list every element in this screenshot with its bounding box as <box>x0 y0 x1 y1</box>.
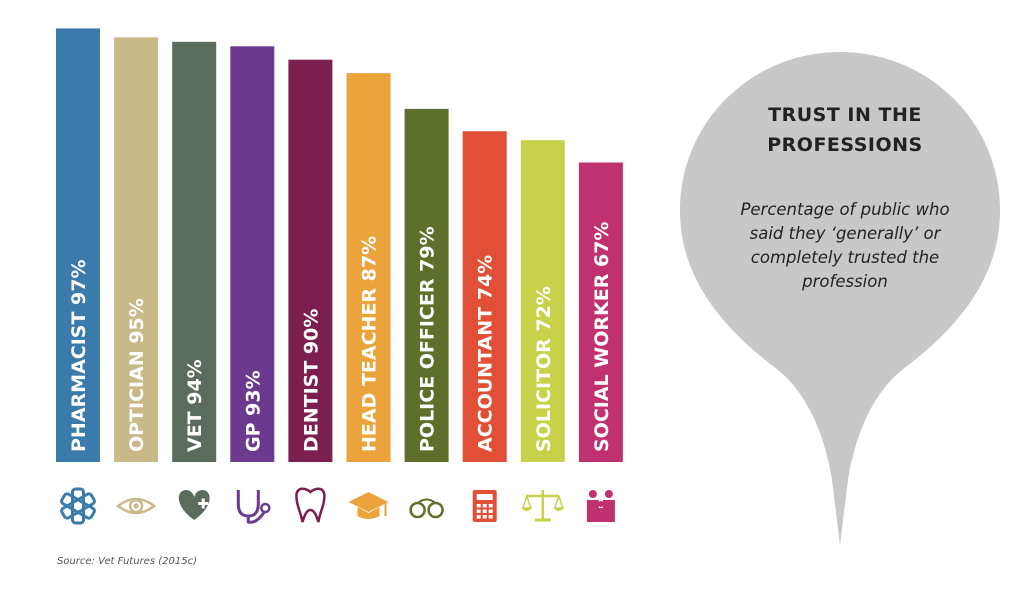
bar-label: POLICE OFFICER 79% <box>417 226 439 452</box>
handcuffs-icon <box>409 498 444 519</box>
bar-label: SOLICITOR 72% <box>533 286 555 452</box>
callout-title: TRUST IN THE PROFESSIONS <box>680 100 1010 160</box>
bar-vet <box>172 41 217 462</box>
callout-subtitle-line-1: Percentage of public who <box>740 200 950 219</box>
callout-subtitle-line-3: completely trusted the <box>750 248 940 267</box>
bar-pharmacist <box>56 28 100 462</box>
bar-head-teacher <box>346 73 391 463</box>
source-note: Source: Vet Futures (2015c) <box>57 556 197 567</box>
bar-dentist <box>288 59 333 462</box>
bar-accountant <box>462 131 507 462</box>
bar-gp <box>230 46 275 462</box>
callout-subtitle-line-4: profession <box>802 272 888 291</box>
bar-label: SOCIAL WORKER 67% <box>591 222 613 452</box>
stethoscope-icon <box>236 490 271 524</box>
bar-social-worker <box>578 162 623 462</box>
callout-title-line-2: PROFESSIONS <box>767 134 923 156</box>
family-icon <box>586 490 615 522</box>
eye-icon <box>116 497 157 515</box>
bar-label: VET 94% <box>184 359 206 452</box>
bar-label: ACCOUNTANT 74% <box>475 255 497 452</box>
callout-subtitle-line-2: said they ‘generally’ or <box>749 224 941 243</box>
bar-label: HEAD TEACHER 87% <box>359 236 381 452</box>
calculator-icon <box>472 490 497 522</box>
callout-subtitle: Percentage of public who said they ‘gene… <box>700 198 990 294</box>
callout-bubble <box>680 52 1000 545</box>
star-of-life-icon <box>60 487 96 525</box>
graduation-cap-icon <box>348 492 389 519</box>
bar-label: PHARMACIST 97% <box>68 259 90 452</box>
pet-heart-icon <box>178 490 210 520</box>
bar-optician <box>114 37 159 462</box>
bar-chart: PHARMACIST 97% OPTICIAN 95% VET 94% GP 93% D… <box>56 28 623 525</box>
bar-solicitor <box>520 140 565 462</box>
tooth-icon <box>295 487 326 523</box>
bar-police-officer <box>404 108 449 463</box>
bar-label: DENTIST 90% <box>300 309 322 452</box>
bar-label: GP 93% <box>242 370 264 452</box>
scales-icon <box>521 490 564 522</box>
bar-label: OPTICIAN 95% <box>126 298 148 452</box>
callout-title-line-1: TRUST IN THE <box>768 104 922 126</box>
